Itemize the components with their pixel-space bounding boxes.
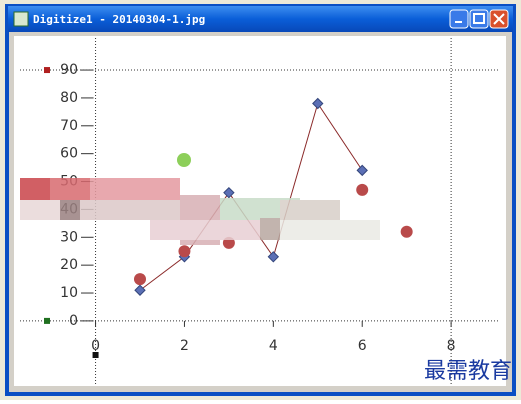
blur-block [260, 218, 280, 240]
y-tick-label: 60 [60, 146, 78, 162]
blur-block [80, 200, 180, 220]
blur-block [150, 220, 260, 240]
y-tick-label: 0 [69, 313, 78, 329]
y-tick-label: 30 [60, 229, 78, 245]
point [134, 284, 146, 296]
blur-block [90, 178, 180, 200]
x-tick-label: 6 [358, 338, 367, 354]
point [312, 97, 324, 110]
window-title: Digitize1 - 20140304-1.jpg [33, 13, 205, 26]
point [134, 273, 146, 286]
y-tick-label: 80 [60, 90, 78, 106]
handle[interactable] [177, 153, 191, 167]
y-tick-label: 10 [60, 285, 78, 301]
point [356, 183, 369, 196]
calib-point [44, 67, 50, 74]
title-bar [8, 6, 513, 32]
x-tick-label: 2 [180, 338, 189, 354]
point [356, 164, 368, 177]
x-tick-label: 4 [269, 338, 278, 354]
point [223, 186, 235, 199]
point [178, 245, 191, 258]
maximize-icon [473, 13, 485, 24]
blur-block [280, 200, 340, 220]
x-tick-label: 0 [91, 338, 100, 354]
y-tick-label: 70 [60, 118, 78, 134]
calib-point [92, 352, 99, 358]
blur-block [20, 178, 50, 200]
point [267, 251, 280, 263]
pixelation [20, 178, 380, 245]
maximize-button[interactable] [469, 9, 489, 29]
minimize-icon [455, 21, 462, 23]
blur-block [280, 220, 380, 240]
watermark: 最需教育 [424, 359, 512, 384]
x-tick-label: 8 [447, 338, 456, 354]
blur-block [50, 178, 90, 200]
minimize-button[interactable] [449, 9, 469, 29]
y-tick-label: 90 [60, 62, 78, 78]
y-tick-label: 20 [60, 257, 78, 273]
close-icon [493, 13, 505, 25]
window-icon [13, 11, 29, 27]
calib-point [44, 317, 50, 324]
point [400, 225, 413, 238]
blur-block [60, 200, 80, 220]
blur-block [20, 200, 60, 220]
